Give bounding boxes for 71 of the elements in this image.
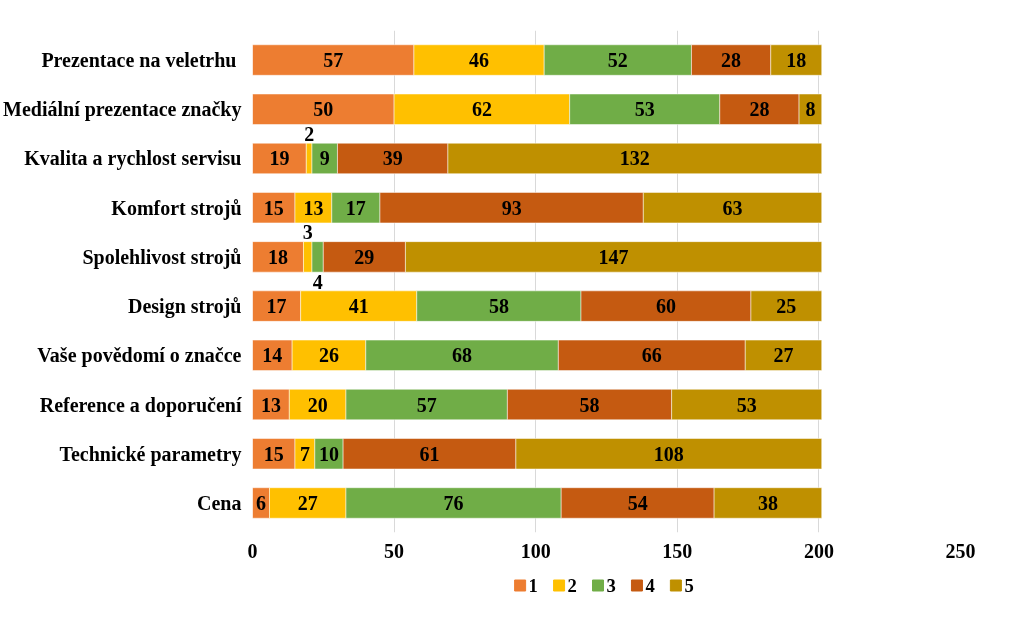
data-label: 108	[653, 442, 684, 465]
data-label: 38	[757, 491, 778, 514]
y-tick-label: Spolehlivost strojů	[82, 245, 242, 269]
data-label: 28	[749, 98, 770, 121]
data-label: 3	[302, 221, 313, 244]
x-tick-label: 0	[247, 539, 258, 562]
data-label: 7	[299, 442, 310, 465]
data-label: 4	[312, 270, 323, 293]
data-label: 25	[776, 295, 797, 318]
data-label: 53	[634, 98, 655, 121]
data-label: 2	[304, 122, 315, 145]
data-label: 15	[263, 442, 284, 465]
y-tick-label: Kvalita a rychlost servisu	[24, 147, 242, 171]
data-label: 60	[655, 295, 676, 318]
x-tick-label: 50	[384, 539, 405, 562]
data-label: 76	[443, 491, 464, 514]
y-tick-label: Komfort strojů	[111, 196, 242, 220]
data-label: 9	[319, 147, 330, 170]
data-label: 68	[452, 344, 473, 367]
legend-label: 2	[567, 575, 577, 596]
data-label: 27	[773, 344, 794, 367]
data-label: 17	[266, 295, 287, 318]
x-tick-label: 100	[520, 539, 551, 562]
data-label: 132	[619, 147, 650, 170]
data-label: 53	[736, 393, 757, 416]
y-tick-label: Mediální prezentace značky	[3, 98, 242, 122]
data-label: 41	[348, 295, 369, 318]
data-label: 66	[641, 344, 662, 367]
data-label: 15	[263, 196, 284, 219]
data-label: 93	[501, 196, 522, 219]
data-label: 29	[354, 245, 375, 268]
data-label: 13	[260, 393, 281, 416]
data-label: 19	[269, 147, 290, 170]
legend-label: 3	[606, 575, 616, 596]
data-label: 18	[786, 49, 807, 72]
x-tick-label: 250	[945, 539, 976, 562]
legend-label: 4	[645, 575, 655, 596]
y-tick-label: Technické parametry	[59, 442, 242, 466]
x-tick-label: 150	[662, 539, 693, 562]
y-tick-label: Design strojů	[127, 295, 242, 319]
data-label: 10	[318, 442, 339, 465]
legend-label: 5	[684, 575, 694, 596]
data-label: 61	[419, 442, 440, 465]
y-tick-label: Prezentace na veletrhu	[41, 49, 237, 72]
data-label: 46	[469, 49, 490, 72]
y-tick-label: Cena	[197, 491, 242, 514]
data-label: 27	[297, 491, 318, 514]
data-label: 57	[416, 393, 437, 416]
data-label: 18	[267, 245, 288, 268]
data-label: 6	[256, 491, 266, 514]
data-label: 58	[579, 393, 600, 416]
legend-label: 1	[528, 575, 538, 596]
data-label: 58	[488, 295, 509, 318]
data-label: 17	[345, 196, 366, 219]
data-label: 57	[323, 49, 344, 72]
x-tick-label: 200	[803, 539, 834, 562]
data-label: 8	[805, 98, 816, 121]
data-label: 39	[382, 147, 403, 170]
data-label: 52	[607, 49, 628, 72]
data-label: 62	[471, 98, 492, 121]
data-label: 54	[627, 491, 648, 514]
data-label: 28	[721, 49, 742, 72]
data-label: 147	[598, 245, 629, 268]
data-label: 63	[722, 196, 743, 219]
y-tick-label: Reference a doporučení	[39, 393, 242, 417]
data-label: 20	[307, 393, 328, 416]
y-tick-label: Vaše povědomí o značce	[37, 344, 242, 368]
data-label: 14	[262, 344, 283, 367]
data-label: 50	[313, 98, 334, 121]
data-label: 13	[303, 196, 324, 219]
data-label: 26	[318, 344, 339, 367]
